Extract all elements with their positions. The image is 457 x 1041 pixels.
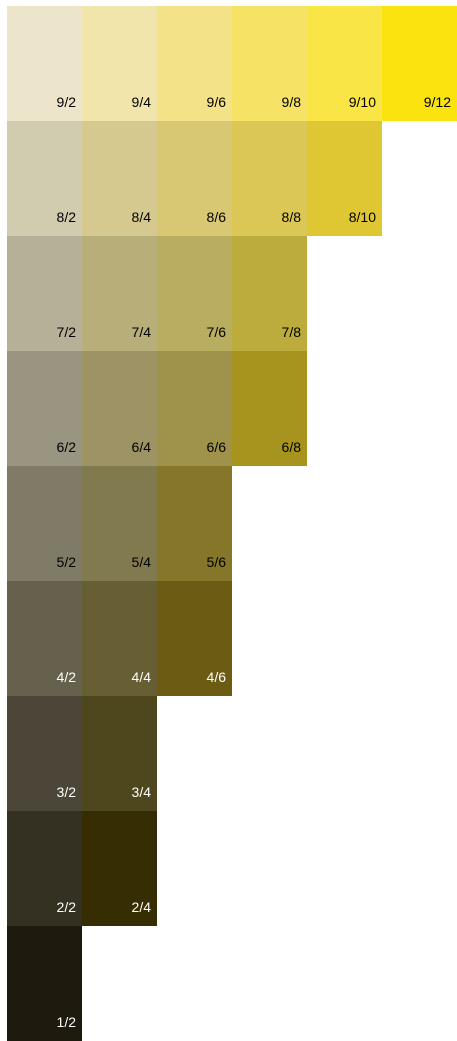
color-chip: 7/8 (232, 236, 307, 351)
chip-label: 1/2 (56, 1014, 76, 1030)
color-chip: 6/8 (232, 351, 307, 466)
color-chip: 4/6 (157, 581, 232, 696)
chip-label: 3/4 (131, 784, 151, 800)
color-chip: 9/4 (82, 6, 157, 121)
color-chip: 5/2 (7, 466, 82, 581)
chip-label: 2/4 (131, 899, 151, 915)
chip-label: 9/6 (206, 94, 226, 110)
chip-label: 8/10 (348, 209, 376, 225)
color-chip: 8/10 (307, 121, 382, 236)
chip-label: 9/8 (281, 94, 301, 110)
chip-label: 8/6 (206, 209, 226, 225)
chip-label: 7/8 (281, 324, 301, 340)
color-chip: 5/4 (82, 466, 157, 581)
color-chip: 9/10 (307, 6, 382, 121)
chip-label: 6/4 (131, 439, 151, 455)
color-chip: 7/4 (82, 236, 157, 351)
color-chip: 4/4 (82, 581, 157, 696)
chip-label: 5/4 (131, 554, 151, 570)
chip-label: 4/4 (131, 669, 151, 685)
color-chip: 8/4 (82, 121, 157, 236)
chip-label: 2/2 (56, 899, 76, 915)
chip-label: 8/8 (281, 209, 301, 225)
color-chip: 5/6 (157, 466, 232, 581)
chip-label: 5/2 (56, 554, 76, 570)
chip-label: 5/6 (206, 554, 226, 570)
chip-label: 4/2 (56, 669, 76, 685)
color-chip: 9/8 (232, 6, 307, 121)
color-chip: 3/2 (7, 696, 82, 811)
color-chip: 6/4 (82, 351, 157, 466)
chip-label: 7/4 (131, 324, 151, 340)
color-chip: 8/2 (7, 121, 82, 236)
color-chip: 2/4 (82, 811, 157, 926)
chip-label: 7/2 (56, 324, 76, 340)
color-chip: 8/8 (232, 121, 307, 236)
chip-label: 6/2 (56, 439, 76, 455)
color-chip: 6/6 (157, 351, 232, 466)
color-chip: 8/6 (157, 121, 232, 236)
chip-label: 7/6 (206, 324, 226, 340)
color-chip: 2/2 (7, 811, 82, 926)
chip-label: 9/2 (56, 94, 76, 110)
color-chip: 4/2 (7, 581, 82, 696)
chip-label: 8/2 (56, 209, 76, 225)
chip-label: 9/12 (423, 94, 451, 110)
color-chip: 7/6 (157, 236, 232, 351)
chip-label: 9/10 (348, 94, 376, 110)
color-chip: 1/2 (7, 926, 82, 1041)
color-chip: 9/6 (157, 6, 232, 121)
chip-label: 4/6 (206, 669, 226, 685)
chip-label: 9/4 (131, 94, 151, 110)
color-chip: 7/2 (7, 236, 82, 351)
color-chip: 9/2 (7, 6, 82, 121)
color-chip: 6/2 (7, 351, 82, 466)
color-chip: 3/4 (82, 696, 157, 811)
color-chip: 9/12 (382, 6, 457, 121)
chip-label: 8/4 (131, 209, 151, 225)
chip-label: 6/6 (206, 439, 226, 455)
chip-label: 6/8 (281, 439, 301, 455)
chip-label: 3/2 (56, 784, 76, 800)
